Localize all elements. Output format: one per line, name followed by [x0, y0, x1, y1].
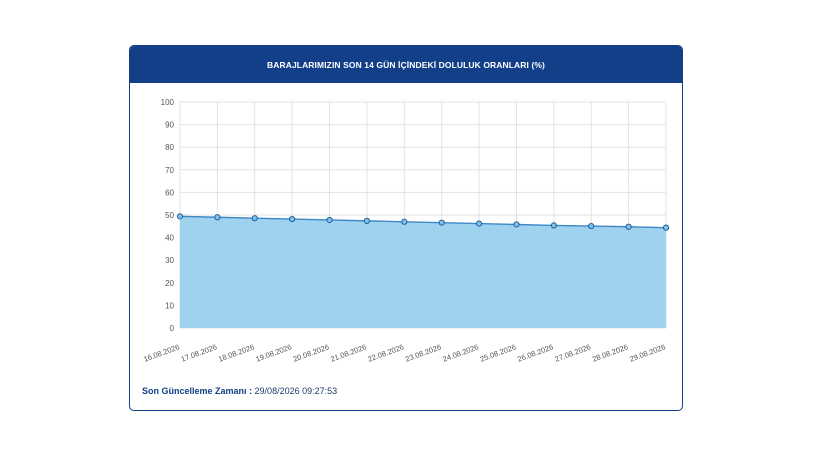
y-tick-label: 30: [165, 256, 174, 265]
data-point: [662, 224, 670, 231]
x-tick-label: 16.08.2026: [142, 342, 180, 363]
x-tick-label: 26.08.2026: [516, 342, 554, 363]
chart-title: BARAJLARIMIZIN SON 14 GÜN İÇİNDEKİ DOLUL…: [267, 59, 545, 70]
x-tick-label: 23.08.2026: [404, 342, 442, 363]
y-tick-label: 0: [170, 324, 175, 333]
data-point: [401, 218, 408, 225]
data-point: [176, 213, 184, 220]
x-tick-label: 27.08.2026: [554, 342, 592, 363]
data-point: [289, 215, 296, 223]
data-point: [214, 214, 221, 221]
data-point: [550, 222, 557, 229]
data-point: [251, 215, 258, 222]
y-tick-label: 60: [165, 188, 174, 197]
chart-card: BARAJLARIMIZIN SON 14 GÜN İÇİNDEKİ DOLUL…: [129, 45, 683, 411]
data-point: [588, 222, 595, 230]
series-line: [179, 215, 667, 229]
last-update-value: 29/08/2026 09:27:53: [254, 386, 338, 396]
y-tick-label: 70: [165, 166, 174, 175]
y-tick-label: 50: [165, 211, 174, 220]
fill-rate-chart: 0 10 20 30 40 50 60 70 80 90 100 16.08.2026 17.08.20…: [142, 98, 670, 364]
data-point: [475, 220, 483, 227]
x-tick-label: 25.08.2026: [479, 342, 517, 363]
x-tick-label: 24.08.2026: [441, 342, 479, 363]
y-tick-label: 10: [165, 301, 174, 310]
y-tick-label: 40: [165, 234, 174, 243]
chart-area: 0 10 20 30 40 50 60 70 80 90 100 16.08.2026 17.08.20…: [130, 83, 682, 373]
y-tick-label: 80: [165, 143, 174, 152]
x-tick-label: 29.08.2026: [628, 342, 666, 363]
y-tick-label: 100: [161, 98, 175, 107]
x-tick-label: 28.08.2026: [591, 342, 629, 363]
x-tick-label: 18.08.2026: [217, 342, 255, 363]
chart-header: BARAJLARIMIZIN SON 14 GÜN İÇİNDEKİ DOLUL…: [130, 46, 682, 83]
y-tick-label: 20: [165, 279, 174, 288]
data-point: [363, 217, 371, 224]
series-area: [180, 216, 666, 328]
data-point: [326, 216, 333, 224]
data-point: [625, 223, 632, 230]
data-point: [513, 221, 520, 228]
x-tick-label: 17.08.2026: [180, 342, 218, 363]
x-tick-label: 19.08.2026: [254, 342, 292, 363]
x-tick-label: 22.08.2026: [367, 342, 405, 363]
data-point: [438, 219, 445, 226]
last-update: Son Güncelleme Zamanı : 29/08/2026 09:27…: [142, 386, 337, 396]
x-tick-label: 20.08.2026: [292, 342, 330, 363]
x-tick-label: 21.08.2026: [329, 342, 367, 363]
y-tick-label: 90: [165, 121, 174, 130]
last-update-label: Son Güncelleme Zamanı :: [142, 386, 253, 396]
